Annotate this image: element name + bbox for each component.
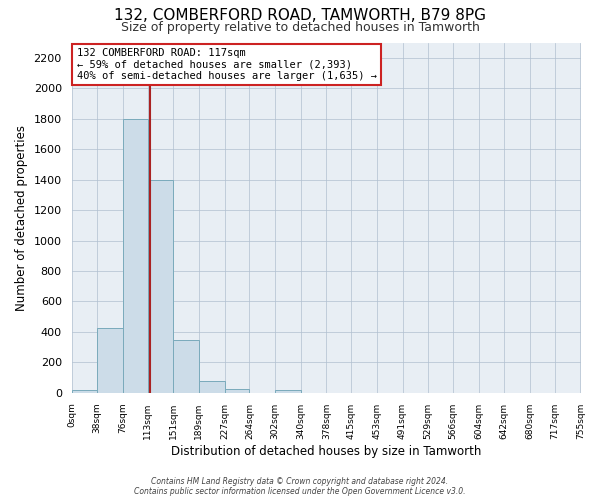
Y-axis label: Number of detached properties: Number of detached properties: [15, 124, 28, 310]
Bar: [71, 390, 97, 393]
Text: 132 COMBERFORD ROAD: 117sqm
← 59% of detached houses are smaller (2,393)
40% of : 132 COMBERFORD ROAD: 117sqm ← 59% of det…: [77, 48, 377, 81]
Bar: [123, 118, 148, 393]
Text: 132, COMBERFORD ROAD, TAMWORTH, B79 8PG: 132, COMBERFORD ROAD, TAMWORTH, B79 8PG: [114, 8, 486, 22]
X-axis label: Distribution of detached houses by size in Tamworth: Distribution of detached houses by size …: [171, 444, 481, 458]
Text: Size of property relative to detached houses in Tamworth: Size of property relative to detached ho…: [121, 21, 479, 34]
Bar: [97, 328, 123, 393]
Bar: [199, 382, 224, 393]
Text: Contains HM Land Registry data © Crown copyright and database right 2024.
Contai: Contains HM Land Registry data © Crown c…: [134, 476, 466, 496]
Bar: [224, 389, 250, 393]
Bar: [148, 180, 173, 393]
Bar: [275, 390, 301, 393]
Bar: [173, 340, 199, 393]
